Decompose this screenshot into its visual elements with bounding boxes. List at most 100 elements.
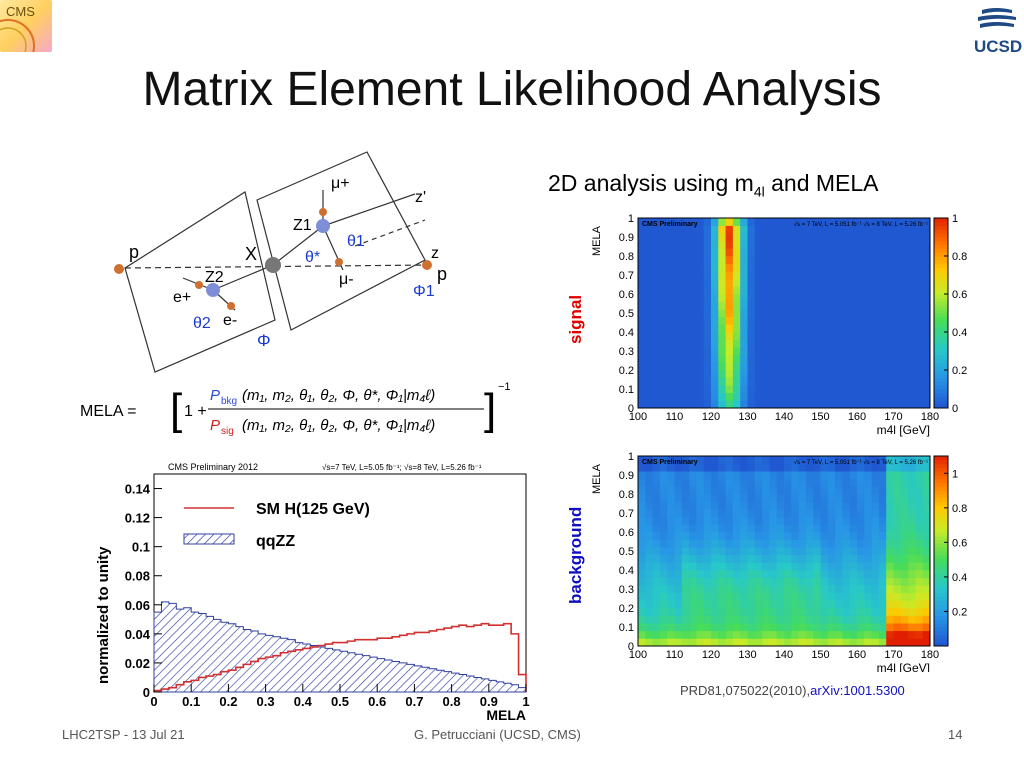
heatmap-cell <box>878 630 887 639</box>
heatmap-cell <box>638 248 646 257</box>
heatmap-cell <box>798 309 807 318</box>
heatmap-cell <box>703 570 712 578</box>
heatmap-cell <box>908 562 916 571</box>
heatmap-cell <box>849 339 858 348</box>
label-z-prime: z' <box>415 189 426 206</box>
heatmap-cell <box>762 592 770 601</box>
heatmap-cell <box>915 516 923 525</box>
heatmap-cell <box>805 554 814 563</box>
heatmap-cell <box>900 524 909 533</box>
slide-title: Matrix Element Likelihood Analysis <box>142 63 882 116</box>
heatmap-cell <box>725 377 734 386</box>
heatmap-cell <box>776 630 785 639</box>
heatmap-cell <box>842 615 850 624</box>
heatmap-cell <box>754 339 763 348</box>
heatmap-cell <box>645 478 653 487</box>
heatmap-cell <box>835 600 843 609</box>
heatmap-cell <box>754 592 763 601</box>
heatmap-cell <box>871 471 880 480</box>
heatmap-cell <box>827 278 836 287</box>
heatmap-cell <box>805 463 814 472</box>
heatmap-cell <box>900 347 909 356</box>
heatmap-cell <box>842 570 850 578</box>
heatmap-cell <box>886 592 894 601</box>
colorbar-segment <box>934 233 948 238</box>
heatmap-cell <box>652 585 661 594</box>
heatmap-cell <box>681 332 690 340</box>
heatmap-cell <box>842 562 850 571</box>
heatmap-cell <box>681 570 690 578</box>
heatmap-cell <box>784 494 792 502</box>
heatmap-cell <box>849 562 858 571</box>
heatmap-cell <box>791 494 799 502</box>
heatmap-cell <box>784 562 792 571</box>
heatmap-cell <box>871 385 880 394</box>
heatmap-cell <box>674 585 683 594</box>
heatmap-cell <box>667 554 675 563</box>
heatmap-cell <box>718 471 726 480</box>
heatmap-cell <box>703 478 712 487</box>
heatmap-cell <box>915 592 923 601</box>
heatmap-cell <box>886 339 894 348</box>
heatmap-cell <box>827 547 836 556</box>
heatmap-cell <box>900 532 909 540</box>
heatmap-cell <box>732 516 741 525</box>
heatmap-cell <box>747 562 756 571</box>
heatmap-cell <box>864 370 872 378</box>
footer-author: G. Petrucciani (UCSD, CMS) <box>414 727 581 742</box>
heatmap-cell <box>886 278 894 287</box>
heatmap-cell <box>703 324 712 333</box>
heatmap-cell <box>718 509 726 518</box>
heatmap-cell <box>827 370 836 378</box>
heatmap-cell <box>747 623 756 632</box>
heatmap-cell <box>922 218 931 226</box>
heatmap-cell <box>791 638 799 647</box>
heatmap-cell <box>813 278 821 287</box>
heatmap-cell <box>878 233 887 242</box>
heatmap-cell <box>827 539 836 548</box>
heatmap-cell <box>711 248 719 257</box>
colorbar-segment <box>934 373 948 379</box>
heatmap-cell <box>871 577 880 586</box>
heatmap-cell <box>922 278 931 287</box>
heatmap-cell <box>835 271 843 280</box>
heatmap-cell <box>805 509 814 518</box>
heatmap-cell <box>871 362 880 371</box>
heatmap-cell <box>776 271 785 280</box>
heatmap-cell <box>659 332 668 340</box>
heatmap-cell <box>820 370 829 378</box>
heatmap-cell <box>820 585 829 594</box>
heatmap-cell <box>696 233 704 242</box>
heatmap-cell <box>725 309 734 318</box>
heatmap-cell <box>805 278 814 287</box>
heatmap-cell <box>645 600 653 609</box>
heatmap-cell <box>703 294 712 302</box>
heatmap-cell <box>878 385 887 394</box>
heatmap-cell <box>689 494 697 502</box>
heatmap-cell <box>864 539 872 548</box>
colorbar-segment <box>934 520 948 525</box>
heatmap-cell <box>908 324 916 333</box>
heatmap-cell <box>820 532 829 540</box>
heatmap-cell <box>667 294 675 302</box>
heatmap-cell <box>762 294 770 302</box>
heatmap-cell <box>689 301 697 310</box>
heatmap-cell <box>703 532 712 540</box>
heatmap-cell <box>732 256 741 264</box>
heatmap-cell <box>703 585 712 594</box>
heatmap-cell <box>805 501 814 510</box>
heatmap-cell <box>922 501 931 510</box>
heatmap-cell <box>681 494 690 502</box>
heatmap-cell <box>791 456 799 464</box>
heatmap-cell <box>667 608 675 616</box>
y-tick-label: 0.3 <box>619 346 634 358</box>
heatmap-cell <box>674 456 683 464</box>
heatmap-cell <box>747 354 756 363</box>
heatmap-cell <box>703 309 712 318</box>
heatmap-cell <box>725 385 734 394</box>
heatmap-cell <box>842 339 850 348</box>
arxiv-link[interactable]: arXiv:1001.5300 <box>810 683 905 698</box>
heatmap-cell <box>732 562 741 571</box>
heatmap-cell <box>681 577 690 586</box>
heatmap-cell <box>893 623 902 632</box>
